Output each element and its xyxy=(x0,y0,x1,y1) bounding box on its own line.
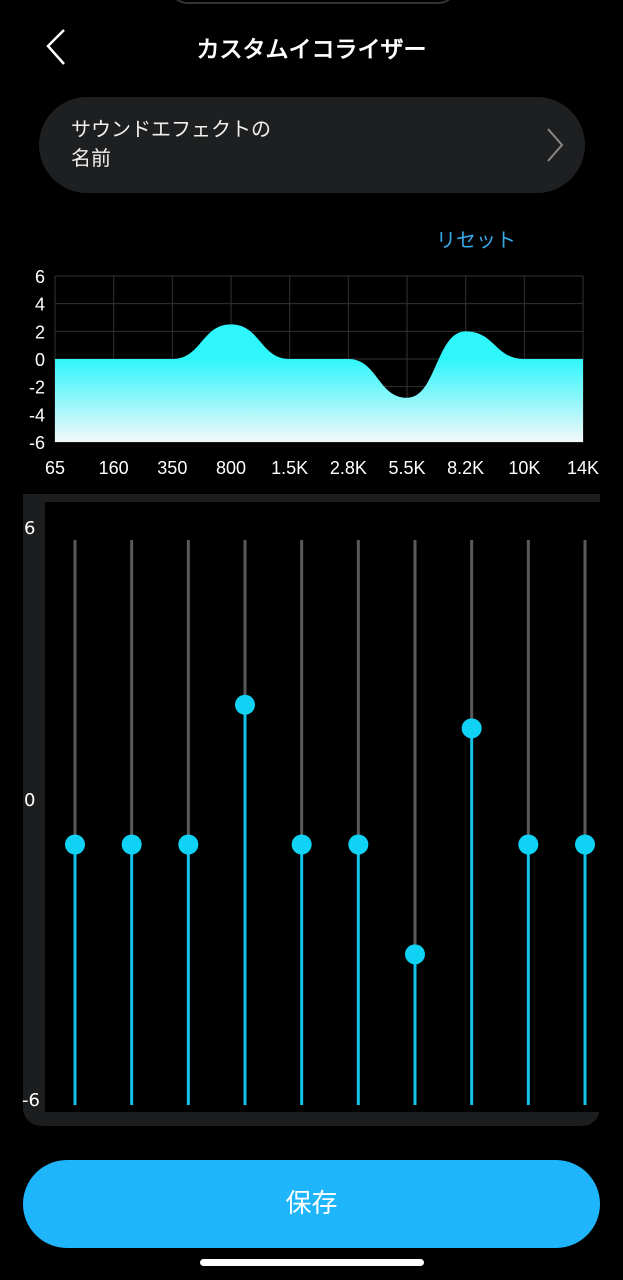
y-tick-label: -6 xyxy=(29,433,45,453)
slider-knob[interactable] xyxy=(65,834,85,855)
save-button[interactable]: 保存 xyxy=(23,1160,600,1248)
sound-effect-name-row[interactable]: サウンドエフェクトの名前 xyxy=(39,97,585,193)
slider-knob[interactable] xyxy=(291,834,312,855)
x-tick-label: 2.8K xyxy=(330,458,367,478)
x-tick-label: 14K xyxy=(567,458,599,478)
slider-knob[interactable] xyxy=(178,834,199,855)
slider-knob[interactable] xyxy=(405,944,425,965)
y-tick-label: 4 xyxy=(35,295,45,315)
slider-knob[interactable] xyxy=(518,834,539,855)
eq-curve-chart: 6 4 2 0 -2 -4 -665 160 350 800 1.5K 2.8K 5.5K 8.2K 10K… xyxy=(29,267,599,478)
eq-curve-area xyxy=(55,324,583,442)
y-tick-label: 2 xyxy=(35,322,45,342)
slider-knob[interactable] xyxy=(461,718,482,739)
reset-button[interactable]: リセット xyxy=(436,228,516,252)
x-tick-label: 1.5K xyxy=(271,458,308,478)
home-indicator xyxy=(200,1259,424,1266)
eq-sliders[interactable] xyxy=(0,0,623,1140)
slider-knob[interactable] xyxy=(348,834,369,855)
y-tick-label: 6 xyxy=(35,267,45,287)
slider-panel xyxy=(23,494,600,1126)
chevron-right-icon xyxy=(547,128,564,162)
x-tick-label: 8.2K xyxy=(447,458,484,478)
page-title: カスタムイコライザー xyxy=(196,37,427,63)
y-tick-label: -2 xyxy=(29,378,45,398)
chevron-left-icon xyxy=(46,29,65,65)
slider-knob[interactable] xyxy=(235,694,255,715)
x-tick-label: 350 xyxy=(157,458,187,478)
x-tick-label: 65 xyxy=(45,458,65,478)
slider-knob[interactable] xyxy=(575,834,595,855)
y-tick-label: 0 xyxy=(35,350,45,370)
sound-effect-name: サウンドエフェクトの名前 xyxy=(71,117,271,170)
slider-max-label: 6 xyxy=(24,518,36,539)
x-tick-label: 800 xyxy=(216,458,246,478)
x-tick-label: 10K xyxy=(508,458,540,478)
slider-min-label: -6 xyxy=(22,1090,40,1111)
back-button[interactable] xyxy=(40,26,80,66)
slider-knob[interactable] xyxy=(121,834,142,855)
x-tick-label: 5.5K xyxy=(388,458,425,478)
x-tick-label: 160 xyxy=(99,458,129,478)
slider-mid-label: 0 xyxy=(24,790,36,811)
y-tick-label: -4 xyxy=(29,405,45,425)
